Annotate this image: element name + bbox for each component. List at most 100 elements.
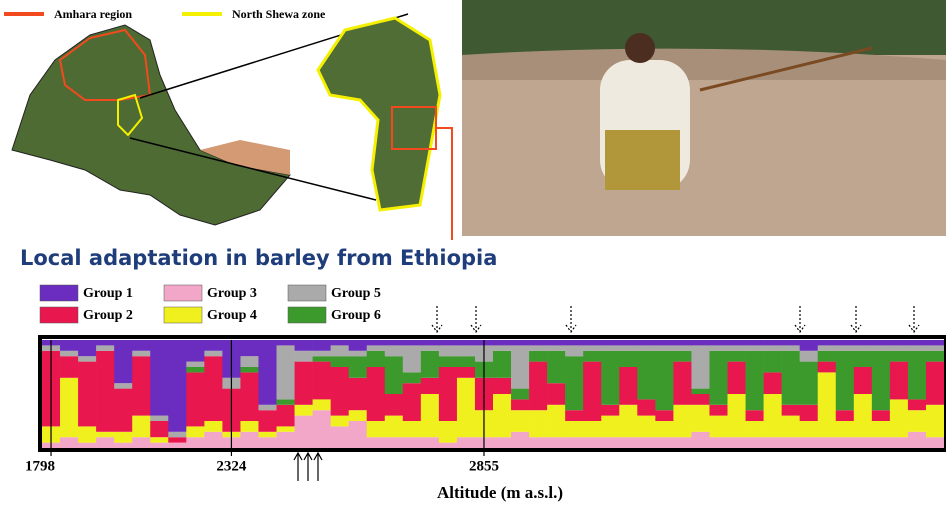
legend: Group 1Group 2Group 3Group 4Group 5Group… (40, 285, 381, 323)
bar-segment (854, 345, 872, 350)
connector (436, 128, 452, 240)
bar-segment (782, 437, 800, 448)
bar-segment (926, 362, 944, 405)
bar-segment (385, 416, 403, 438)
bar-segment (890, 437, 908, 448)
bar-segment (78, 362, 96, 427)
bar-segment (313, 351, 331, 356)
bar-segment (565, 340, 583, 345)
bar-segment (150, 416, 168, 421)
bar-segment (637, 345, 655, 350)
bar-segment (150, 421, 168, 437)
bar-segment (186, 367, 204, 372)
bar-segment (691, 340, 709, 345)
bar-segment (728, 437, 746, 448)
bar-segment (313, 399, 331, 410)
bar-segment (367, 340, 385, 345)
bar-segment (150, 437, 168, 442)
bar-segment (114, 340, 132, 383)
bar-segment (547, 383, 565, 405)
bar-segment (313, 362, 331, 400)
bar-segment (782, 345, 800, 350)
bar-segment (800, 405, 818, 421)
bar-segment (872, 351, 890, 410)
bar-segment (168, 437, 186, 442)
bar-segment (872, 437, 890, 448)
bar-segment (655, 340, 673, 345)
photo-trees (462, 0, 946, 55)
bar-segment (728, 394, 746, 437)
bar-segment (493, 378, 511, 394)
legend-label: Group 4 (207, 308, 257, 323)
bar-segment (583, 345, 601, 350)
bar-segment (601, 405, 619, 416)
bar-segment (926, 340, 944, 345)
bar-segment (277, 345, 295, 399)
bar-segment (746, 410, 764, 421)
bar-segment (385, 356, 403, 394)
farmer-head (625, 33, 655, 63)
bar-segment (96, 340, 114, 345)
bar-segment (385, 437, 403, 448)
bar-segment (439, 367, 457, 421)
bar-segment (421, 394, 439, 437)
bar-segment (637, 340, 655, 345)
bar-segment (403, 372, 421, 383)
bar-segment (601, 340, 619, 345)
bar-segment (529, 410, 547, 437)
bar-segment (637, 351, 655, 400)
bar-segment (331, 367, 349, 416)
bar-segment (854, 367, 872, 394)
bar-segment (277, 399, 295, 404)
legend-label: Amhara region (54, 7, 132, 21)
bar-segment (96, 345, 114, 350)
bar-segment (457, 356, 475, 367)
ethiopia-map (12, 25, 290, 225)
bar-segment (872, 421, 890, 437)
bar-segment (800, 362, 818, 405)
bar-segment (547, 437, 565, 448)
bar-segment (258, 437, 276, 448)
bar-segment (240, 421, 258, 432)
bar-segment (132, 437, 150, 448)
legend-swatch (288, 285, 326, 301)
bar-segment (709, 340, 727, 345)
bar-segment (240, 340, 258, 356)
bar-segment (204, 356, 222, 421)
bar-segment (691, 389, 709, 394)
farmer-skirt (605, 130, 680, 190)
bar-segment (782, 351, 800, 405)
bar-segment (709, 351, 727, 405)
bar-segment (800, 351, 818, 362)
bar-segment (349, 356, 367, 378)
bar-segment (313, 410, 331, 448)
bar-segment (204, 421, 222, 432)
bar-segment (258, 340, 276, 405)
bar-segment (818, 345, 836, 350)
bar-segment (295, 405, 313, 416)
bar-segment (96, 432, 114, 437)
bar-segment (728, 362, 746, 394)
bar-segment (872, 410, 890, 421)
bar-segment (565, 410, 583, 421)
bar-segment (872, 340, 890, 345)
bar-segment (673, 345, 691, 350)
bar-segment (331, 356, 349, 367)
bar-segment (709, 437, 727, 448)
bar-segment (818, 437, 836, 448)
bar-segment (890, 399, 908, 437)
bar-segment (457, 378, 475, 437)
bar-segment (908, 432, 926, 448)
bar-segment (782, 416, 800, 438)
bar-segment (565, 345, 583, 356)
legend-swatch (40, 285, 78, 301)
bar-segment (403, 383, 421, 421)
plot (42, 340, 944, 448)
bar-segment (782, 405, 800, 416)
bar-segment (764, 372, 782, 394)
bar-segment (601, 351, 619, 405)
bar-segment (547, 340, 565, 345)
bar-segment (764, 437, 782, 448)
bar-segment (511, 389, 529, 400)
bar-segment (132, 351, 150, 356)
